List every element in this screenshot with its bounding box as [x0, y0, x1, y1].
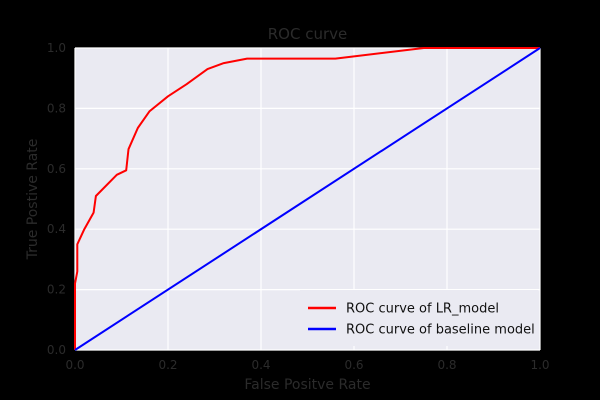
y-axis-label: True Postive Rate [25, 139, 41, 261]
x-tick-label: 1.0 [530, 358, 549, 372]
x-tick-label: 0.6 [344, 358, 363, 372]
roc-curve-lr-model-line [74, 47, 540, 350]
legend-label: ROC curve of LR_model [346, 302, 499, 317]
chart-title: ROC curve [268, 25, 348, 43]
x-tick-label: 0.4 [251, 358, 270, 372]
tick-labels: 0.0 0.2 0.4 0.6 0.8 1.0 0.0 0.2 0.4 0.6 0.8 1.0 [47, 41, 550, 372]
x-axis-label: False Positve Rate [244, 377, 370, 393]
series-layer [74, 47, 541, 351]
roc-curve-baseline-line [74, 47, 541, 351]
grid [74, 47, 541, 351]
y-tick-label: 0.6 [47, 162, 66, 176]
y-tick-label: 0.0 [47, 343, 66, 357]
y-tick-label: 0.8 [47, 101, 66, 115]
legend-label: ROC curve of baseline model [346, 323, 535, 338]
x-tick-label: 0.2 [158, 358, 177, 372]
y-tick-label: 0.4 [47, 222, 66, 236]
legend-box [300, 290, 538, 346]
legend: ROC curve of LR_model ROC curve of baseli… [300, 290, 538, 346]
x-tick-label: 0.8 [437, 358, 456, 372]
y-tick-label: 0.2 [47, 283, 66, 297]
x-tick-label: 0.0 [65, 358, 84, 372]
y-tick-label: 1.0 [47, 41, 66, 55]
